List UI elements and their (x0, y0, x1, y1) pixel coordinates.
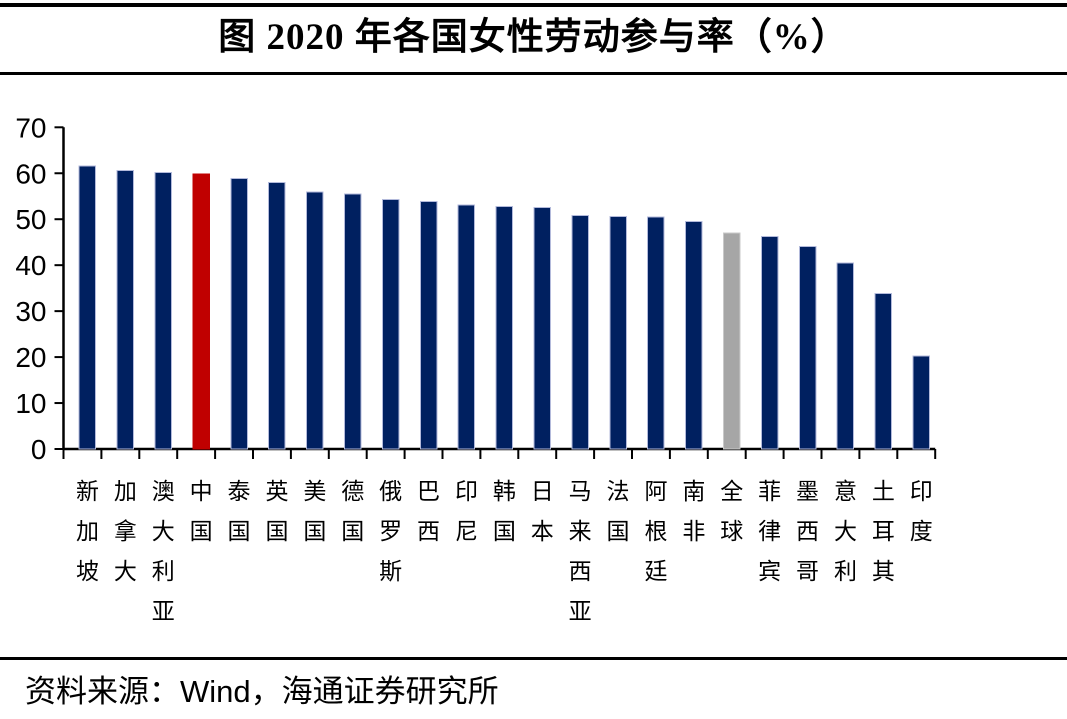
bar-韩国 (495, 205, 514, 450)
bar-英国 (268, 181, 286, 450)
x-label-全球: 全球 (720, 479, 743, 544)
bar-墨西哥 (798, 245, 817, 450)
x-label-阿根廷: 阿根廷 (644, 479, 667, 584)
bar-俄罗斯 (381, 198, 400, 450)
x-label-德国: 德国 (341, 479, 364, 544)
y-tick-label: 40 (15, 250, 46, 281)
bar-新加坡 (78, 165, 97, 450)
bar-日本 (533, 207, 551, 450)
x-label-马来西亚: 马来西亚 (569, 479, 592, 624)
x-label-意大利: 意大利 (834, 479, 857, 584)
x-label-南非: 南非 (682, 479, 705, 544)
bar-阿根廷 (647, 216, 665, 450)
x-label-韩国: 韩国 (493, 479, 516, 544)
bar-法国 (609, 215, 627, 450)
footer-rule (0, 657, 1067, 660)
bar-chart: 0 10 20 30 40 50 60 70 新加坡加拿大澳大利亚中国泰国英国美国德国俄罗斯巴西… (15, 112, 937, 624)
x-label-巴西: 巴西 (417, 479, 440, 544)
y-tick-label: 70 (15, 112, 46, 143)
y-tick-label: 50 (15, 204, 46, 235)
x-label-泰国: 泰国 (228, 479, 251, 544)
bar-澳大利亚 (154, 171, 172, 450)
x-label-新加坡: 新加坡 (76, 479, 99, 584)
y-tick-label: 20 (15, 342, 46, 373)
y-tick-label: 30 (15, 296, 46, 327)
bar-德国 (344, 193, 362, 450)
y-tick-label: 60 (15, 158, 46, 189)
x-label-俄罗斯: 俄罗斯 (379, 479, 402, 584)
bar-菲律宾 (760, 236, 779, 450)
bar-意大利 (836, 262, 855, 450)
x-label-英国: 英国 (265, 479, 288, 544)
bar-泰国 (230, 177, 248, 450)
chart-title: 图 2020 年各国女性劳动参与率（%） (218, 17, 849, 58)
x-label-加拿大: 加拿大 (114, 479, 137, 584)
bar-巴西 (419, 200, 438, 450)
x-label-日本: 日本 (531, 479, 554, 544)
x-label-中国: 中国 (190, 479, 213, 544)
source-note: 资料来源：Wind，海通证券研究所 (25, 674, 499, 709)
bar-加拿大 (116, 169, 135, 450)
x-label-墨西哥: 墨西哥 (796, 479, 819, 584)
bar-印度 (912, 355, 930, 450)
bar-中国 (192, 173, 210, 450)
y-tick-label: 10 (15, 388, 46, 419)
bar-土耳其 (874, 293, 893, 450)
title-rule (0, 72, 1067, 75)
y-tick-label: 0 (31, 434, 47, 465)
x-label-土耳其: 土耳其 (872, 479, 895, 584)
x-label-印尼: 印尼 (455, 479, 478, 544)
bar-印尼 (457, 204, 476, 450)
bar-南非 (685, 221, 703, 450)
x-label-法国: 法国 (607, 479, 630, 544)
x-label-美国: 美国 (303, 479, 326, 544)
x-label-菲律宾: 菲律宾 (758, 479, 781, 584)
bar-美国 (306, 191, 324, 450)
top-rule (0, 3, 1067, 7)
bar-马来西亚 (571, 215, 589, 450)
x-label-印度: 印度 (910, 479, 933, 544)
x-label-澳大利亚: 澳大利亚 (152, 479, 175, 624)
bar-全球 (723, 232, 741, 450)
